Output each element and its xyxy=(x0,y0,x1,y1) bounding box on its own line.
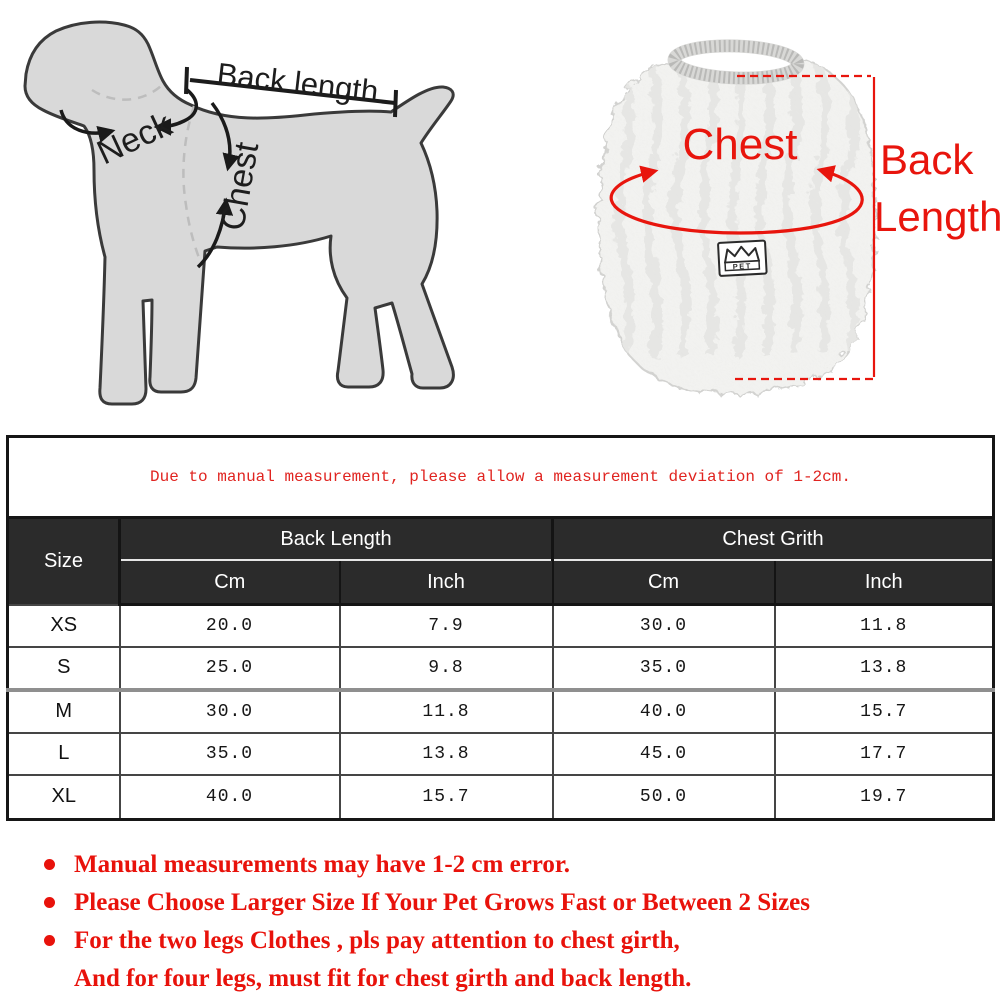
tip-item: Please Choose Larger Size If Your Pet Gr… xyxy=(44,884,974,922)
back-cm: 25.0 xyxy=(118,645,341,691)
back-length-bracket xyxy=(184,66,398,118)
garment-collar xyxy=(667,39,805,85)
bullet-dot-icon xyxy=(44,935,55,946)
chest-arrow-up xyxy=(196,197,234,269)
neck-girth-dashed-line xyxy=(91,85,162,101)
chest-inch: 15.7 xyxy=(773,687,995,734)
dog-silhouette xyxy=(23,20,455,406)
table-row-xs: XS 20.0 7.9 30.0 11.8 xyxy=(6,603,995,648)
dog-figure: Back length Neck Chest xyxy=(23,20,455,406)
back-inch: 11.8 xyxy=(338,687,554,734)
bullet-dot-icon xyxy=(44,859,55,870)
size-value: XL xyxy=(6,773,121,820)
crown-icon xyxy=(724,245,760,264)
back-cm: 35.0 xyxy=(118,731,341,776)
tip-item: For the two legs Clothes , pls pay atten… xyxy=(44,922,974,960)
unit-header-cm: Cm xyxy=(551,560,775,606)
back-inch: 13.8 xyxy=(338,731,554,776)
garment-figure: PET Chest Back Length xyxy=(595,39,1000,393)
unit-header-cm: Cm xyxy=(118,560,340,606)
dog-back-length-label: Back length xyxy=(215,56,380,109)
size-header-cell: Size xyxy=(7,517,121,605)
chest-inch: 13.8 xyxy=(773,645,995,691)
size-value: L xyxy=(6,731,121,776)
chest-inch: 19.7 xyxy=(773,773,995,820)
chest-girth-group-header: Chest Grith xyxy=(550,517,994,561)
unit-header-inch: Inch xyxy=(338,560,553,606)
size-value: XS xyxy=(6,603,121,648)
back-inch: 9.8 xyxy=(338,645,554,691)
table-row-m: M 30.0 11.8 40.0 15.7 xyxy=(6,687,995,734)
tag-text: PET xyxy=(732,261,752,271)
tip-text: For the two legs Clothes , pls pay atten… xyxy=(74,927,680,954)
tip-text: And for four legs, must fit for chest gi… xyxy=(74,965,692,992)
garment-back-length-label-line2: Length xyxy=(874,193,1000,240)
garment-back-length-label-line1: Back xyxy=(880,136,974,183)
chest-inch: 17.7 xyxy=(773,731,995,776)
back-inch: 7.9 xyxy=(338,603,554,648)
back-cm: 20.0 xyxy=(118,603,341,648)
deviation-note: Due to manual measurement, please allow … xyxy=(7,436,994,519)
size-value: M xyxy=(6,687,121,734)
chest-cm: 50.0 xyxy=(551,773,776,820)
tip-text: Manual measurements may have 1-2 cm erro… xyxy=(74,851,570,878)
table-row-l: L 35.0 13.8 45.0 17.7 xyxy=(6,731,995,776)
unit-header-inch: Inch xyxy=(773,560,994,606)
chest-cm: 40.0 xyxy=(551,687,776,734)
garment-chest-label: Chest xyxy=(683,120,798,169)
table-row-s: S 25.0 9.8 35.0 13.8 xyxy=(6,645,995,691)
chest-cm: 45.0 xyxy=(551,731,776,776)
back-cm: 30.0 xyxy=(118,687,341,734)
neck-arrow-lower xyxy=(59,109,116,143)
brand-tag: PET xyxy=(717,239,768,277)
table-row-xl: XL 40.0 15.7 50.0 19.7 xyxy=(6,773,995,820)
chest-inch: 11.8 xyxy=(773,603,995,648)
tip-item: And for four legs, must fit for chest gi… xyxy=(44,960,974,998)
tip-item: Manual measurements may have 1-2 cm erro… xyxy=(44,846,974,884)
tip-text: Please Choose Larger Size If Your Pet Gr… xyxy=(74,889,810,916)
back-inch: 15.7 xyxy=(338,773,554,820)
neck-arrow-upper xyxy=(153,87,198,136)
back-cm: 40.0 xyxy=(118,773,341,820)
garment-chest-ellipse-arrow xyxy=(609,165,864,235)
size-chart-table: Due to manual measurement, please allow … xyxy=(6,435,996,821)
chest-arrow-down xyxy=(210,101,240,172)
care-tips-list: Manual measurements may have 1-2 cm erro… xyxy=(44,846,974,998)
size-value: S xyxy=(6,645,121,691)
back-length-group-header: Back Length xyxy=(118,517,553,561)
chest-cm: 30.0 xyxy=(551,603,776,648)
bullet-dot-icon xyxy=(44,897,55,908)
measurement-diagram: Back length Neck Chest xyxy=(23,20,1000,406)
chest-cm: 35.0 xyxy=(551,645,776,691)
